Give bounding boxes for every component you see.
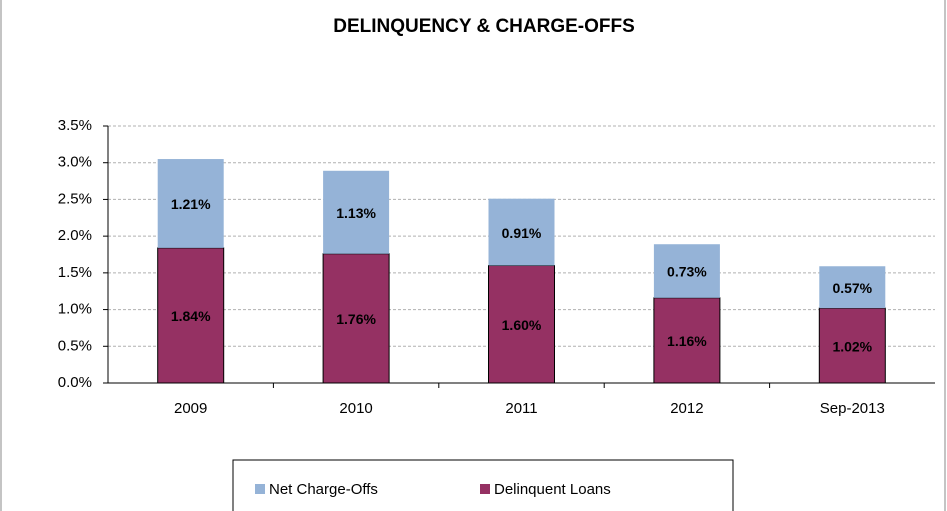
legend-label: Delinquent Loans: [494, 481, 611, 498]
bar-segment: [653, 244, 720, 298]
x-tick-label: 2009: [174, 400, 207, 417]
data-label: 0.91%: [502, 225, 542, 241]
y-tick-label: 3.5%: [58, 117, 92, 134]
y-tick-label: 3.0%: [58, 154, 92, 171]
y-tick-label: 0.0%: [58, 374, 92, 391]
bar-segment: [323, 170, 390, 254]
bar-segment: [157, 159, 224, 248]
bar-segment: [322, 253, 390, 384]
x-tick-label: Sep-2013: [820, 400, 885, 417]
bar-segment: [653, 297, 721, 384]
chart-title: DELINQUENCY & CHARGE-OFFS: [333, 16, 635, 37]
bar-segment: [157, 247, 225, 384]
legend-label: Net Charge-Offs: [269, 481, 378, 498]
data-label: 1.21%: [171, 196, 211, 212]
y-tick-label: 0.5%: [58, 337, 92, 354]
x-tick-label: 2011: [505, 400, 537, 417]
data-label: 1.84%: [171, 308, 211, 324]
bar-segment: [819, 266, 886, 309]
y-tick-label: 1.0%: [58, 301, 92, 318]
data-label: 0.57%: [832, 280, 872, 296]
bar-segment: [488, 198, 555, 266]
data-label: 1.13%: [336, 205, 376, 221]
data-label: 1.02%: [832, 338, 872, 354]
bar-segment: [488, 265, 555, 384]
y-tick-label: 1.5%: [58, 264, 92, 281]
data-label: 0.73%: [667, 264, 707, 280]
x-tick-label: 2012: [670, 400, 703, 417]
data-label: 1.16%: [667, 333, 707, 349]
x-tick-label: 2010: [339, 400, 372, 417]
legend-swatch: [255, 484, 265, 494]
data-label: 1.76%: [336, 311, 376, 327]
data-label: 1.60%: [502, 317, 542, 333]
y-tick-label: 2.5%: [58, 190, 92, 207]
y-tick-label: 2.0%: [58, 227, 92, 244]
legend-swatch: [480, 484, 490, 494]
